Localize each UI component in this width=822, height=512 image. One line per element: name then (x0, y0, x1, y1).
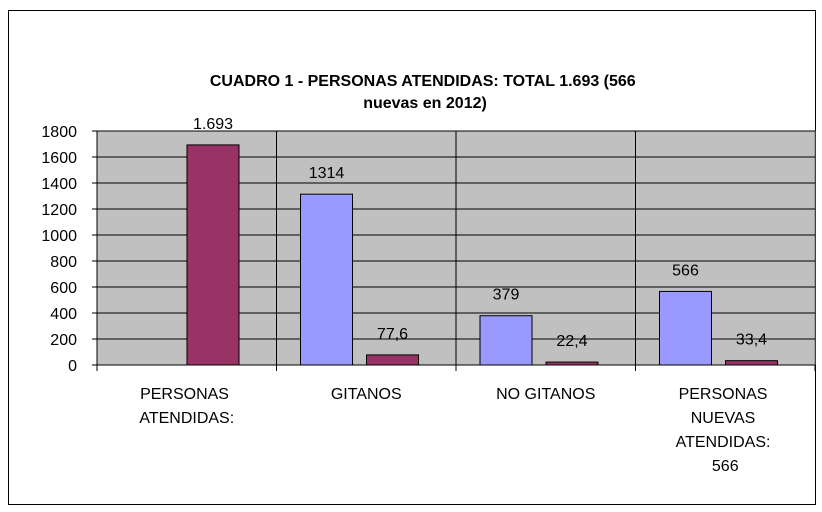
bar (366, 354, 419, 366)
bar (186, 144, 240, 366)
y-tick-label: 400 (50, 306, 77, 323)
y-tick-label: 200 (50, 332, 77, 349)
x-tick-label: NO GITANOS (496, 386, 595, 403)
y-tick-label: 0 (68, 358, 77, 375)
data-label: 77,6 (377, 326, 408, 343)
y-tick-label: 1200 (41, 202, 77, 219)
data-label: 1.693 (193, 116, 233, 133)
data-label: 566 (672, 262, 699, 279)
y-tick-label: 1000 (41, 228, 77, 245)
x-tick-label: PERSONAS ATENDIDAS: (139, 386, 234, 427)
x-tick-label: GITANOS (331, 386, 402, 403)
y-tick-label: 1600 (41, 150, 77, 167)
chart-title: CUADRO 1 - PERSONAS ATENDIDAS: TOTAL 1.6… (210, 73, 640, 112)
data-label: 379 (493, 287, 520, 304)
bar (479, 315, 533, 366)
bar (545, 361, 599, 366)
bar (659, 290, 712, 366)
bar (725, 360, 778, 366)
y-tick-label: 1800 (41, 124, 77, 141)
y-tick-label: 800 (50, 254, 77, 271)
y-tick-label: 600 (50, 280, 77, 297)
x-tick-label: PERSONAS NUEVAS ATENDIDAS: 566 (676, 386, 775, 475)
data-label: 1314 (309, 165, 345, 182)
data-label: 33,4 (736, 332, 767, 349)
y-tick-label: 1400 (41, 176, 77, 193)
data-label: 22,4 (556, 333, 587, 350)
bar (300, 193, 353, 366)
